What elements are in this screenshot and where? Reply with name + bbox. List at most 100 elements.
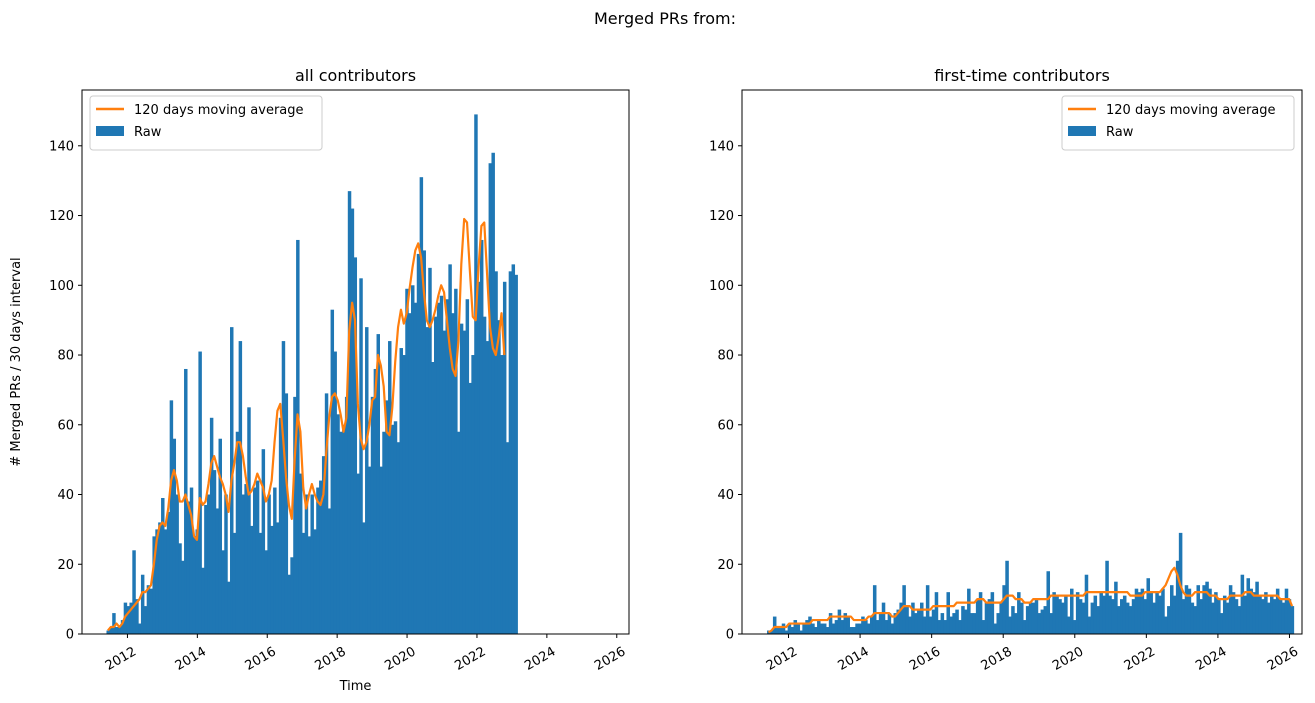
- raw-bar: [161, 498, 165, 634]
- raw-bar: [784, 630, 789, 634]
- x-tick-label: 2024: [1193, 644, 1229, 674]
- raw-bar: [402, 355, 406, 634]
- raw-bar: [201, 567, 205, 634]
- raw-bar: [1184, 585, 1189, 634]
- raw-bar: [1075, 592, 1080, 634]
- raw-bar: [864, 620, 868, 634]
- y-tick-label: 60: [57, 418, 74, 433]
- raw-bar: [316, 487, 320, 634]
- raw-bar: [373, 368, 378, 634]
- legend-entry-raw: Raw: [134, 125, 162, 140]
- raw-bar: [846, 616, 850, 634]
- raw-bar: [218, 438, 222, 634]
- raw-bar: [353, 257, 358, 634]
- raw-bar: [422, 250, 426, 634]
- raw-bar: [149, 588, 154, 634]
- raw-bar: [796, 623, 800, 634]
- raw-bar: [849, 627, 853, 634]
- legend-patch-swatch: [1068, 126, 1096, 136]
- raw-bar: [1240, 574, 1245, 634]
- raw-bar: [408, 313, 412, 634]
- moving-average-line: [767, 566, 1294, 634]
- raw-bar: [828, 613, 833, 634]
- raw-bar: [1272, 599, 1277, 634]
- raw-bar: [115, 627, 119, 634]
- raw-bar: [365, 327, 369, 634]
- x-tick-label: 2026: [1265, 644, 1301, 674]
- raw-bar: [293, 396, 297, 634]
- raw-bar: [388, 341, 392, 634]
- raw-bar: [1061, 602, 1065, 634]
- raw-bar: [1199, 599, 1203, 634]
- raw-bar: [252, 487, 257, 634]
- raw-bar: [1261, 599, 1265, 634]
- raw-bar: [462, 330, 467, 634]
- y-axis-ticks: 0 20 40 60 80 100 120 140: [49, 139, 82, 643]
- x-tick-label: 2014: [835, 644, 871, 674]
- y-tick-label: 0: [66, 628, 74, 643]
- raw-bar: [129, 602, 133, 634]
- legend-box: [1061, 95, 1295, 151]
- x-tick-label: 2016: [907, 644, 943, 674]
- raw-bar: [1025, 606, 1030, 634]
- raw-bar: [393, 421, 398, 634]
- raw-bar: [1040, 609, 1045, 634]
- raw-bar: [990, 592, 995, 634]
- raw-bar: [1155, 592, 1159, 634]
- raw-bar: [981, 620, 986, 634]
- legend-box: [89, 95, 323, 151]
- raw-bar: [867, 623, 871, 634]
- raw-bar: [1125, 602, 1130, 634]
- raw-bar: [181, 560, 185, 634]
- raw-bar: [192, 536, 197, 634]
- raw-bar: [961, 606, 965, 634]
- raw-bar: [454, 288, 458, 634]
- raw-bar: [972, 613, 977, 634]
- raw-bar: [943, 620, 948, 634]
- raw-bar: [442, 330, 447, 634]
- chart-title: first-time contributors: [934, 66, 1110, 85]
- raw-bar: [1058, 599, 1062, 634]
- raw-bar: [967, 588, 971, 634]
- raw-bar: [152, 536, 156, 634]
- x-axis-ticks: 2012 2014 2016 2018 2020 2022 2024 2026: [103, 634, 628, 674]
- raw-bar: [413, 302, 418, 634]
- raw-bar: [1111, 599, 1115, 634]
- raw-bar: [175, 494, 179, 634]
- raw-bar: [884, 620, 889, 634]
- raw-bar: [471, 355, 475, 634]
- raw-bar: [396, 442, 401, 634]
- raw-bar: [241, 494, 245, 634]
- raw-bar: [1278, 599, 1283, 634]
- raw-bar: [1196, 585, 1201, 634]
- raw-bar: [255, 480, 260, 634]
- raw-bar: [934, 592, 939, 634]
- raw-bar: [984, 602, 989, 634]
- raw-bar: [339, 431, 343, 634]
- raw-bar: [232, 532, 237, 634]
- raw-bar: [1034, 599, 1039, 634]
- raw-bar: [958, 620, 962, 634]
- raw-bar: [290, 557, 294, 634]
- raw-bar: [775, 627, 780, 634]
- raw-bar: [247, 407, 251, 634]
- raw-bar: [307, 536, 312, 634]
- raw-bar: [1211, 602, 1215, 634]
- moving-average-polyline: [107, 217, 506, 632]
- raw-bar: [1014, 613, 1018, 634]
- raw-bar: [970, 613, 974, 634]
- raw-bar: [817, 620, 821, 634]
- raw-bar: [946, 592, 950, 634]
- raw-bar: [952, 613, 956, 634]
- raw-bar: [1005, 560, 1009, 634]
- raw-bar: [899, 602, 903, 634]
- raw-bar: [1017, 592, 1021, 634]
- raw-bar: [917, 609, 921, 634]
- raw-bar: [905, 606, 909, 634]
- raw-bar: [356, 473, 360, 634]
- raw-bar: [778, 627, 783, 634]
- raw-bar: [893, 613, 898, 634]
- raw-bar: [1028, 602, 1033, 634]
- raw-bar: [416, 253, 421, 634]
- raw-bar: [474, 114, 478, 634]
